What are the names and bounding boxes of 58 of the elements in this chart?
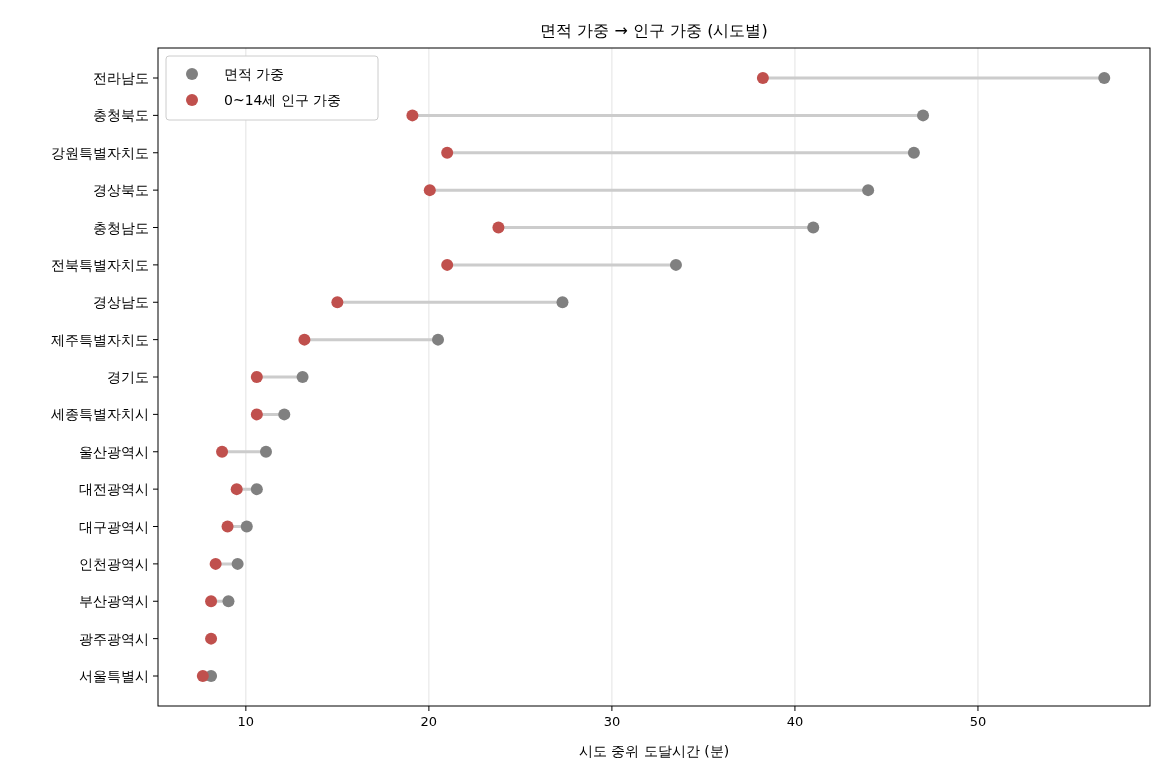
y-tick-label: 강원특별자치도	[51, 144, 149, 161]
point	[298, 333, 311, 346]
point	[441, 146, 454, 159]
point	[907, 146, 920, 159]
x-tick-label: 50	[969, 714, 987, 729]
point	[556, 296, 569, 309]
y-tick-label: 대전광역시	[79, 481, 149, 498]
point	[406, 109, 419, 122]
point	[216, 445, 229, 458]
point	[240, 520, 253, 533]
chart-title: 면적 가중 → 인구 가중 (시도별)	[540, 21, 768, 40]
point	[278, 408, 291, 421]
point	[259, 445, 272, 458]
point	[807, 221, 820, 234]
y-tick-label: 광주광역시	[79, 630, 149, 647]
y-tick-label: 전라남도	[93, 70, 149, 86]
point	[250, 408, 263, 421]
point	[862, 184, 875, 197]
legend-label: 면적 가중	[224, 66, 285, 82]
y-tick-label: 경기도	[107, 369, 149, 385]
y-tick-label: 제주특별자치도	[51, 331, 149, 348]
y-tick-label: 전북특별자치도	[51, 256, 149, 273]
point	[441, 258, 454, 271]
legend-label: 0~14세 인구 가중	[224, 92, 342, 108]
point	[221, 520, 234, 533]
point	[492, 221, 505, 234]
point	[432, 333, 445, 346]
y-tick-label: 충청남도	[93, 219, 149, 236]
point	[250, 371, 263, 383]
point	[917, 109, 930, 122]
y-tick-label: 울산광역시	[79, 443, 149, 460]
point	[231, 557, 244, 570]
point	[230, 483, 243, 496]
x-tick-label: 20	[420, 714, 438, 729]
point	[205, 595, 218, 608]
y-tick-label: 세종특별자치시	[51, 406, 149, 423]
x-tick-label: 10	[237, 714, 255, 729]
y-tick-label: 서울특별시	[79, 668, 149, 684]
point	[205, 632, 218, 645]
point	[1098, 72, 1111, 84]
x-tick-label: 30	[603, 714, 621, 729]
y-tick-label: 경상북도	[93, 182, 149, 199]
point	[209, 557, 222, 570]
point	[669, 258, 682, 271]
x-tick-label: 40	[786, 714, 804, 729]
point	[756, 72, 769, 84]
point	[196, 670, 209, 682]
x-axis-title: 시도 중위 도달시간 (분)	[578, 743, 730, 759]
y-tick-label: 대구광역시	[79, 518, 149, 535]
point	[423, 184, 436, 197]
y-tick-label: 인천광역시	[79, 555, 149, 572]
point	[250, 483, 263, 496]
point	[296, 371, 309, 383]
point	[331, 296, 344, 309]
y-tick-label: 경상남도	[93, 294, 149, 311]
y-tick-label: 부산광역시	[79, 593, 149, 610]
point	[222, 595, 235, 608]
y-tick-label: 충청북도	[93, 107, 149, 124]
